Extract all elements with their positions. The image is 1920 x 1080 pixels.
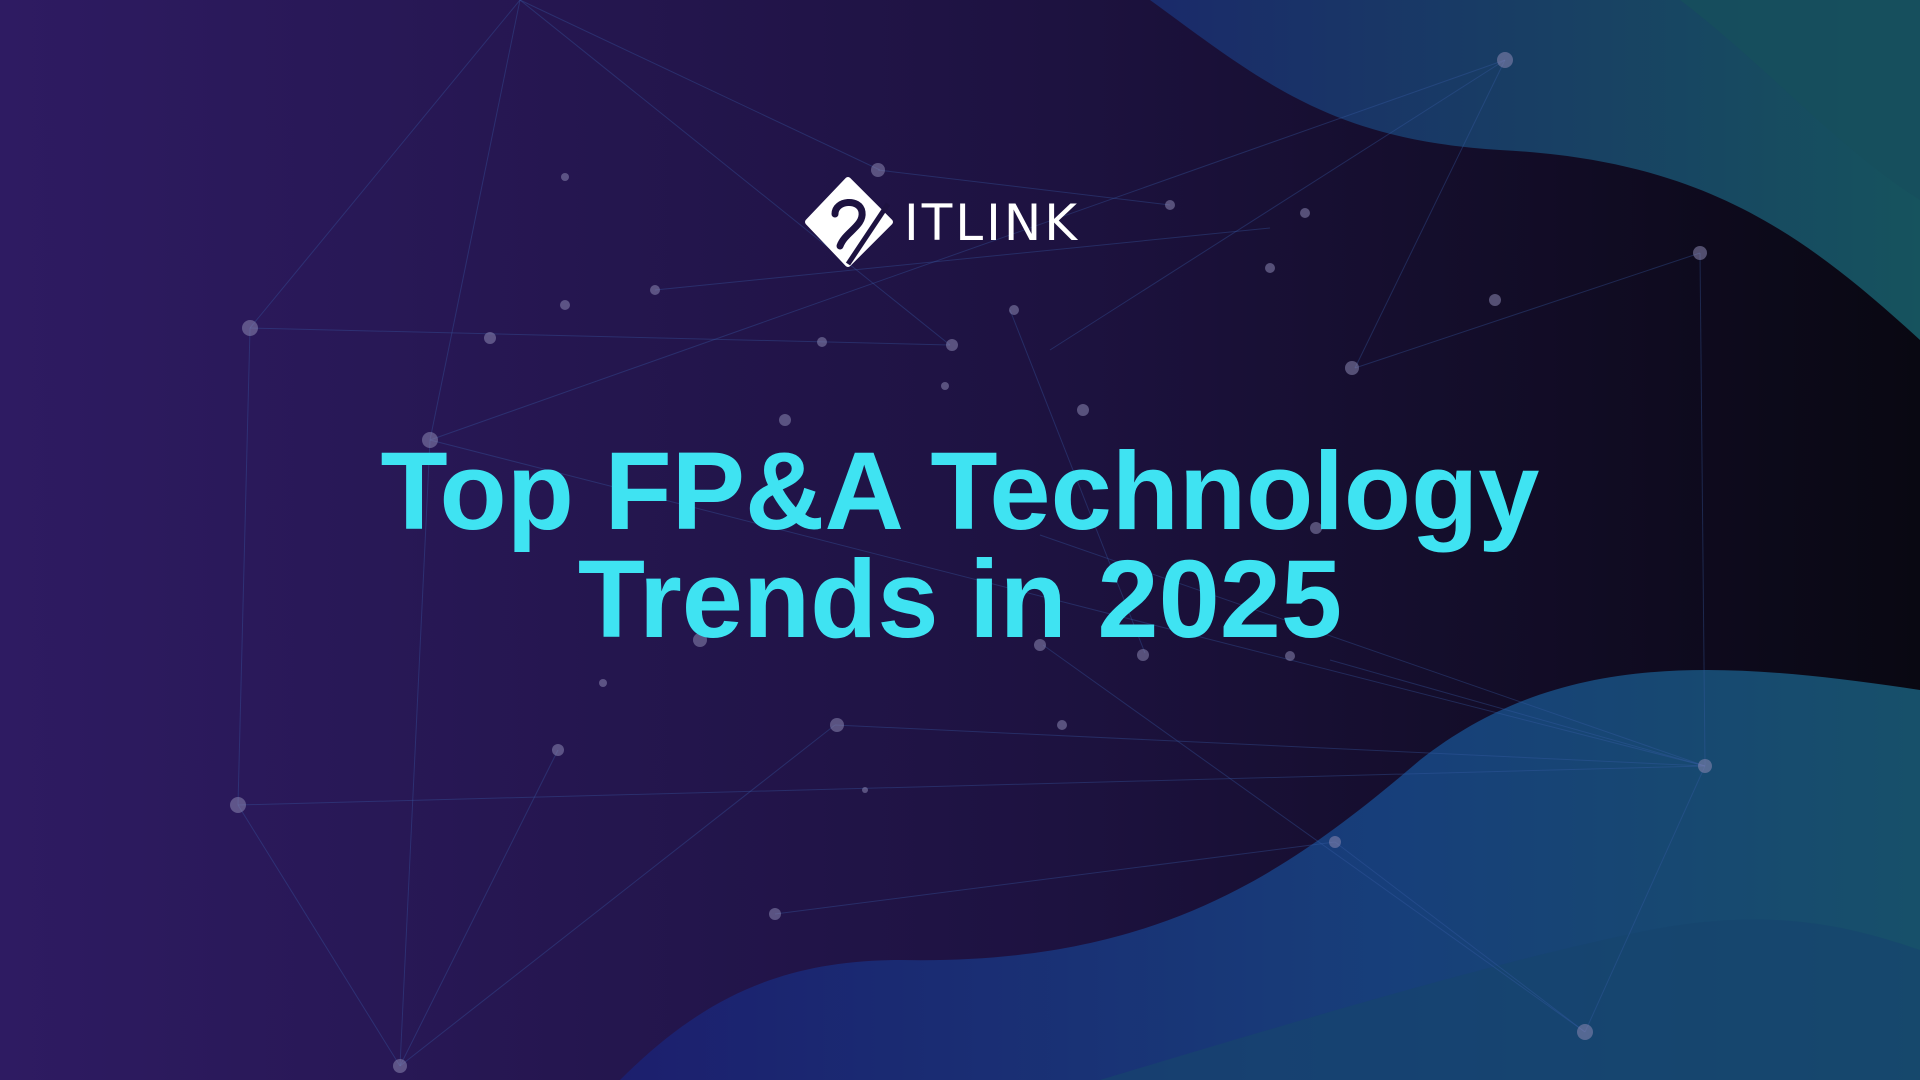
wave-bottom-light — [1100, 919, 1920, 1080]
logo: ITLINK — [805, 177, 1080, 267]
headline-line: Trends in 2025 — [578, 538, 1342, 661]
network-decoration — [237, 0, 1706, 1067]
logo-icon — [805, 177, 893, 267]
wave-top — [1150, 0, 1920, 340]
logo-icon-slash — [845, 202, 891, 266]
logo-icon-mark — [831, 199, 866, 250]
network-nodes — [230, 52, 1712, 1073]
wave-top-light — [1680, 0, 1920, 200]
headline-line: Top FP&A Technology — [381, 430, 1540, 553]
logo-text: ITLINK — [904, 194, 1080, 252]
